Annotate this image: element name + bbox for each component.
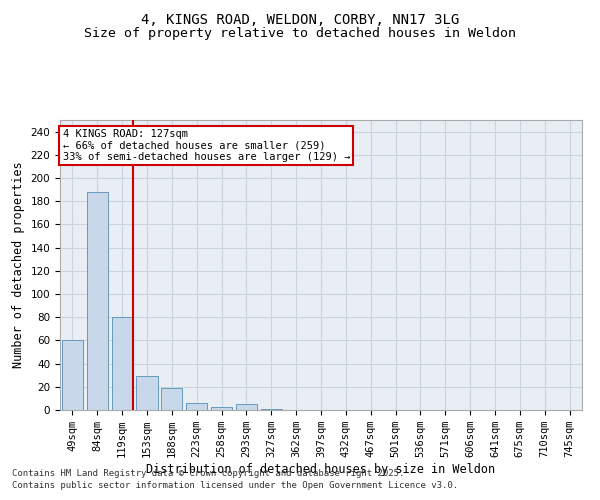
Bar — [211, 406, 232, 410]
Bar — [236, 404, 257, 410]
Text: 4 KINGS ROAD: 127sqm
← 66% of detached houses are smaller (259)
33% of semi-deta: 4 KINGS ROAD: 127sqm ← 66% of detached h… — [62, 128, 350, 162]
Bar — [87, 192, 108, 410]
Bar — [62, 340, 83, 410]
X-axis label: Distribution of detached houses by size in Weldon: Distribution of detached houses by size … — [146, 463, 496, 476]
Bar — [136, 376, 158, 410]
Text: Contains public sector information licensed under the Open Government Licence v3: Contains public sector information licen… — [12, 481, 458, 490]
Text: Contains HM Land Registry data © Crown copyright and database right 2025.: Contains HM Land Registry data © Crown c… — [12, 468, 404, 477]
Bar — [112, 317, 133, 410]
Text: 4, KINGS ROAD, WELDON, CORBY, NN17 3LG: 4, KINGS ROAD, WELDON, CORBY, NN17 3LG — [141, 12, 459, 26]
Bar — [186, 403, 207, 410]
Text: Size of property relative to detached houses in Weldon: Size of property relative to detached ho… — [84, 28, 516, 40]
Bar — [261, 409, 282, 410]
Y-axis label: Number of detached properties: Number of detached properties — [12, 162, 25, 368]
Bar — [161, 388, 182, 410]
